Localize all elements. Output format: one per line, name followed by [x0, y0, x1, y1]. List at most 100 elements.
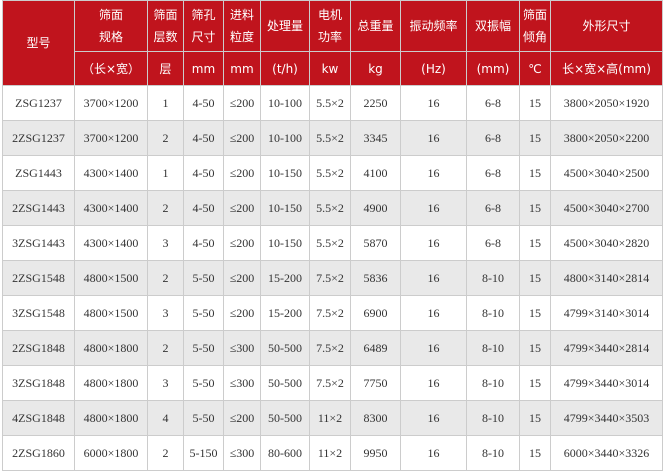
table-cell: 4800×1800 — [74, 400, 148, 436]
table-cell: 15 — [519, 330, 551, 366]
table-cell: 9950 — [350, 435, 401, 471]
table-cell: 2 — [147, 330, 184, 366]
table-cell: ZSG1443 — [2, 155, 75, 191]
column-unit: ℃ — [519, 51, 551, 86]
table-row: 2ZSG1848 4800×1800 2 5-50 ≤300 50-500 7.5×2 648… — [2, 330, 663, 366]
table-cell: 3700×1200 — [74, 85, 148, 121]
table-row: 2ZSG1443 4300×1400 2 4-50 ≤200 10-150 5.5×2 490… — [2, 190, 663, 226]
table-cell: 4800×1800 — [74, 330, 148, 366]
table-cell: 50-500 — [260, 330, 310, 366]
table-cell: 8-10 — [466, 295, 520, 331]
column-header: 处理量 — [260, 0, 310, 52]
table-cell: 7.5×2 — [309, 365, 351, 401]
table-cell: 16 — [400, 400, 467, 436]
table-cell: 4800×3140×2814 — [550, 260, 663, 296]
column-header: 外形尺寸 — [550, 0, 663, 52]
table-row: 3ZSG1443 4300×1400 3 4-50 ≤200 10-150 5.5×2 587… — [2, 225, 663, 261]
column-header: 双振幅 — [466, 0, 520, 52]
table-cell: ≤200 — [223, 190, 261, 226]
table-cell: 10-150 — [260, 190, 310, 226]
column-unit: 长×宽×高(mm) — [550, 51, 663, 86]
table-cell: 5.5×2 — [309, 190, 351, 226]
column-unit: (mm) — [466, 51, 520, 86]
column-unit: mm — [223, 51, 261, 86]
column-unit: (t/h) — [260, 51, 310, 86]
table-cell: 5.5×2 — [309, 155, 351, 191]
table-cell: 4-50 — [183, 225, 224, 261]
table-cell: 15 — [519, 225, 551, 261]
table-cell: 16 — [400, 225, 467, 261]
column-header: 型号 — [2, 0, 75, 86]
column-unit: kw — [309, 51, 351, 86]
table-cell: 7.5×2 — [309, 330, 351, 366]
table-cell: 3ZSG1443 — [2, 225, 75, 261]
table-row: 2ZSG1548 4800×1500 2 5-50 ≤200 15-200 7.5×2 583… — [2, 260, 663, 296]
table-cell: 10-100 — [260, 120, 310, 156]
table-cell: 16 — [400, 435, 467, 471]
table-cell: ≤200 — [223, 295, 261, 331]
table-cell: 16 — [400, 155, 467, 191]
table-cell: 1 — [147, 85, 184, 121]
table-cell: 10-150 — [260, 155, 310, 191]
table-cell: 6-8 — [466, 155, 520, 191]
table-cell: 2 — [147, 120, 184, 156]
table-cell: 3ZSG1848 — [2, 365, 75, 401]
table-cell: ≤200 — [223, 85, 261, 121]
table-cell: 4-50 — [183, 190, 224, 226]
table-cell: 2 — [147, 190, 184, 226]
table-cell: 6-8 — [466, 120, 520, 156]
table-cell: ≤200 — [223, 225, 261, 261]
table-cell: 2250 — [350, 85, 401, 121]
table-cell: 15 — [519, 260, 551, 296]
table-cell: 11×2 — [309, 435, 351, 471]
table-cell: 6489 — [350, 330, 401, 366]
table-cell: 80-600 — [260, 435, 310, 471]
table-cell: 4799×3440×2814 — [550, 330, 663, 366]
table-cell: 4799×3440×3503 — [550, 400, 663, 436]
table-cell: 3 — [147, 365, 184, 401]
table-cell: 16 — [400, 120, 467, 156]
table-cell: 2ZSG1848 — [2, 330, 75, 366]
table-cell: 3800×2050×1920 — [550, 85, 663, 121]
table-cell: 50-500 — [260, 365, 310, 401]
column-header: 总重量 — [350, 0, 401, 52]
table-cell: 4-50 — [183, 120, 224, 156]
table-cell: 4500×3040×2500 — [550, 155, 663, 191]
column-header: 进料 粒度 — [223, 0, 261, 52]
table-cell: 10-150 — [260, 225, 310, 261]
table-cell: 15 — [519, 295, 551, 331]
table-cell: ≤300 — [223, 330, 261, 366]
table-cell: 4800×1500 — [74, 260, 148, 296]
table-cell: 2ZSG1860 — [2, 435, 75, 471]
table-cell: 8-10 — [466, 260, 520, 296]
table-cell: 15 — [519, 120, 551, 156]
table-cell: 4799×3440×3014 — [550, 365, 663, 401]
table-cell: 50-500 — [260, 400, 310, 436]
table-cell: 3ZSG1548 — [2, 295, 75, 331]
table-cell: 4800×1500 — [74, 295, 148, 331]
table-cell: 11×2 — [309, 400, 351, 436]
table-cell: ≤300 — [223, 365, 261, 401]
table-cell: ≤300 — [223, 435, 261, 471]
column-unit: （长×宽） — [74, 51, 148, 86]
column-header: 电机 功率 — [309, 0, 351, 52]
table-cell: 4-50 — [183, 85, 224, 121]
table-cell: 7.5×2 — [309, 295, 351, 331]
table-cell: 5-50 — [183, 260, 224, 296]
table-cell: 6-8 — [466, 85, 520, 121]
table-cell: 4500×3040×2820 — [550, 225, 663, 261]
table-cell: 5.5×2 — [309, 85, 351, 121]
table-cell: 5-150 — [183, 435, 224, 471]
table-cell: 8-10 — [466, 365, 520, 401]
table-cell: 15 — [519, 400, 551, 436]
table-cell: 15 — [519, 155, 551, 191]
header-row: 型号 筛面 规格 筛面 层数 筛孔 尺寸 进料 粒度 处理量 电机 功率 总重量 振动频率 双振幅 筛面 倾角外… — [2, 0, 663, 86]
table-cell: 6000×1800 — [74, 435, 148, 471]
table-cell: 4799×3140×3014 — [550, 295, 663, 331]
table-cell: ≤200 — [223, 400, 261, 436]
table-cell: 3 — [147, 225, 184, 261]
table-row: 4ZSG1848 4800×1800 4 5-50 ≤200 50-500 11×2 8300… — [2, 400, 663, 436]
column-unit: kg — [350, 51, 401, 86]
table-cell: 5-50 — [183, 330, 224, 366]
